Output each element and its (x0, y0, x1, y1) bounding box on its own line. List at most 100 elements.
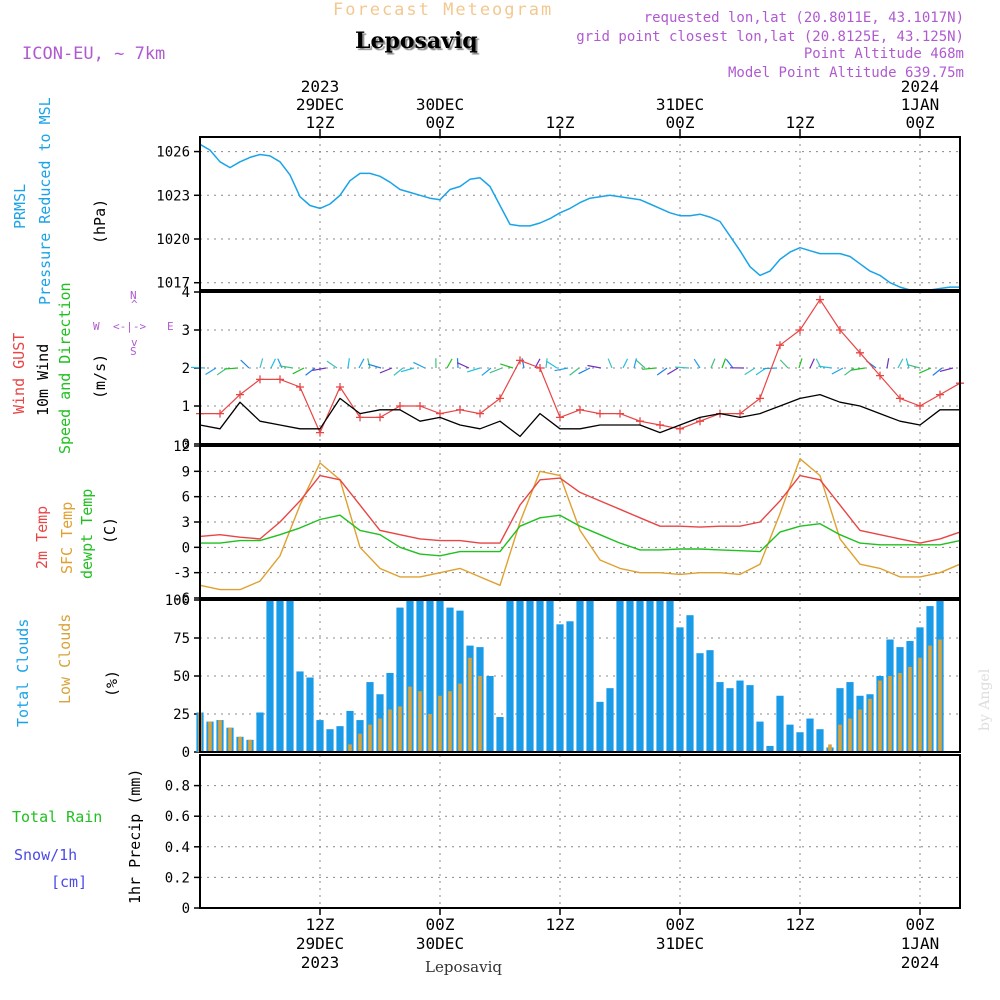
total-cloud-bar (326, 729, 334, 752)
pressure-tick-label: 1020 (156, 232, 190, 248)
total-cloud-bar (426, 600, 434, 752)
top-axis-label: 00Z (426, 113, 455, 132)
low-cloud-bar (898, 672, 902, 752)
compass-down: v (131, 336, 138, 349)
top-axis-label: 30DEC (416, 95, 464, 114)
wind-arrow (240, 359, 250, 369)
snow-unit: [cm] (51, 873, 88, 891)
total-cloud-bar (536, 600, 544, 752)
low-cloud-bar (428, 714, 432, 752)
top-axis-label: 12Z (306, 113, 335, 132)
wind-tick-label: 4 (182, 285, 190, 301)
low-clouds-label: Low Clouds (56, 613, 74, 704)
wind-tick-label: 0 (182, 437, 190, 453)
gust-marker (416, 402, 424, 410)
low-cloud-bar (438, 695, 442, 752)
bottom-axis-label: 00Z (666, 915, 695, 934)
total-cloud-bar (746, 685, 754, 752)
wind-arrow (569, 367, 580, 376)
gust-marker (896, 394, 904, 403)
total-cloud-bar (706, 650, 714, 752)
wind-arrow (467, 367, 481, 373)
wind-label: 10m Wind (34, 343, 52, 416)
precip-tick-label: 0.8 (165, 779, 190, 795)
gust-marker (576, 405, 584, 414)
dewpt-line (200, 514, 961, 557)
chart-title: Forecast Meteogram (333, 0, 554, 20)
total-cloud-bar (506, 600, 514, 752)
wind-arrow (279, 365, 294, 369)
clouds-tick-label: 50 (173, 669, 190, 685)
wind-arrow (809, 358, 815, 369)
gust-marker (396, 402, 404, 410)
wind-arrow (393, 367, 404, 376)
low-cloud-bar (448, 691, 452, 752)
total-cloud-bar (636, 600, 644, 752)
low-cloud-bar (888, 676, 892, 752)
gust-marker (856, 348, 864, 357)
compass-e: E (167, 320, 174, 333)
low-cloud-bar (458, 683, 462, 752)
wind-arrow (270, 358, 277, 369)
pressure-frame (199, 136, 961, 291)
wind-arrow (312, 367, 327, 372)
total-cloud-bar (546, 600, 554, 752)
point-altitude: Point Altitude 468m (803, 46, 964, 62)
pressure-label: PRMSL (11, 183, 29, 229)
wind-frame (199, 291, 961, 445)
top-axis-label: 29DEC (296, 95, 344, 114)
total-cloud-bar (406, 600, 414, 752)
low-cloud-bar (828, 744, 832, 752)
clouds-tick-label: 0 (182, 745, 190, 761)
total-cloud-bar (526, 600, 534, 752)
wind-arrow (367, 363, 382, 369)
wind-arrow (831, 367, 844, 375)
total-cloud-bar (696, 653, 704, 752)
gridpoint-coords: grid point closest lon,lat (20.8125E, 43… (576, 29, 964, 45)
gust-marker (376, 413, 384, 422)
total-cloud-bar (736, 680, 744, 752)
precip-tick-label: 0 (182, 901, 190, 917)
total-cloud-bar (646, 600, 654, 752)
precip-unit: 1hr Precip (mm) (126, 768, 144, 904)
total-cloud-bar (756, 721, 764, 752)
wind-arrow (897, 358, 904, 369)
wind-arrow (633, 358, 638, 369)
precip-tick-label: 0.4 (165, 840, 190, 856)
total-cloud-bar (306, 677, 314, 752)
gust-marker (256, 375, 264, 384)
rain-label: Total Rain (12, 808, 103, 826)
top-axis-label: 12Z (786, 113, 815, 132)
total-cloud-bar (596, 701, 604, 752)
total-cloud-bar (456, 610, 464, 752)
pressure-tick-label: 1026 (156, 145, 190, 161)
sfc-temp-line (199, 458, 961, 591)
low-cloud-bar (878, 680, 882, 752)
top-axis-label: 1JAN (901, 95, 940, 114)
total-cloud-bar (786, 724, 794, 752)
low-cloud-bar (398, 706, 402, 752)
top-axis-label: 2024 (901, 77, 940, 96)
bottom-axis-label: 12Z (786, 915, 815, 934)
wind-arrow (554, 367, 569, 372)
wind-speed-line (199, 393, 960, 438)
bottom-axis-label: 12Z (306, 915, 335, 934)
wind-dir-label: Speed and Direction (56, 282, 74, 454)
wind-arrow (622, 358, 629, 369)
wind-arrow (400, 367, 415, 373)
low-cloud-bar (228, 727, 232, 752)
wind-arrow (607, 358, 613, 369)
gust-marker (796, 326, 804, 334)
total-cloud-bar (616, 600, 624, 752)
temp-tick-label: 6 (182, 490, 190, 506)
wind-arrow (205, 367, 217, 375)
gust-marker (696, 417, 704, 426)
gust-marker (276, 375, 284, 384)
dewpt-label: dewpt Temp (78, 488, 96, 579)
low-cloud-bar (868, 698, 872, 752)
gust-marker (676, 424, 684, 433)
clouds-unit: (%) (103, 669, 121, 697)
temp-tick-label: 3 (182, 515, 190, 531)
gust-marker (216, 409, 224, 418)
